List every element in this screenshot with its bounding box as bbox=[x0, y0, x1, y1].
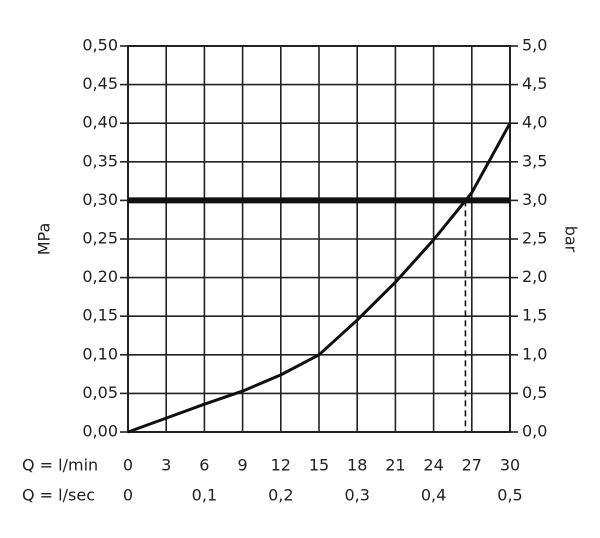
y-tick-label: 0,30 bbox=[82, 190, 118, 209]
x2-tick-label: 0 bbox=[123, 486, 133, 505]
x-tick-label: 21 bbox=[385, 456, 405, 475]
x2-tick-label: 0,5 bbox=[497, 486, 522, 505]
y2-tick-label: 4,5 bbox=[522, 74, 547, 93]
x-tick-label: 6 bbox=[199, 456, 209, 475]
x2-tick-label: 0,2 bbox=[268, 486, 293, 505]
x-tick-label: 27 bbox=[462, 456, 482, 475]
y-tick-label: 0,40 bbox=[82, 113, 118, 132]
x-tick-label: 24 bbox=[423, 456, 443, 475]
y-tick-label: 0,10 bbox=[82, 344, 118, 363]
y2-tick-label: 1,0 bbox=[522, 344, 547, 363]
y-tick-label: 0,50 bbox=[82, 36, 118, 55]
y2-tick-label: 2,5 bbox=[522, 229, 547, 248]
x2-tick-label: 0,3 bbox=[344, 486, 369, 505]
x-tick-label: 30 bbox=[500, 456, 520, 475]
y-tick-label: 0,45 bbox=[82, 74, 118, 93]
x-tick-label: 12 bbox=[271, 456, 291, 475]
y-tick-label: 0,15 bbox=[82, 306, 118, 325]
y2-tick-label: 1,5 bbox=[522, 306, 547, 325]
x2-tick-label: 0,1 bbox=[192, 486, 217, 505]
x-tick-label: 0 bbox=[123, 456, 133, 475]
y-tick-label: 0,20 bbox=[82, 267, 118, 286]
y2-tick-label: 0,5 bbox=[522, 383, 547, 402]
plot-frame bbox=[127, 45, 511, 433]
y-tick-label: 0,05 bbox=[82, 383, 118, 402]
y-tick-label: 0,35 bbox=[82, 151, 118, 170]
y2-tick-label: 2,0 bbox=[522, 267, 547, 286]
y2-axis-label: bar bbox=[562, 226, 581, 253]
x2-axis-label: Q = l/sec bbox=[22, 486, 95, 505]
y-axis-label: MPa bbox=[35, 223, 54, 256]
x2-tick-label: 0,4 bbox=[421, 486, 446, 505]
y2-tick-label: 4,0 bbox=[522, 113, 547, 132]
x-tick-label: 18 bbox=[347, 456, 367, 475]
x-tick-label: 15 bbox=[309, 456, 329, 475]
y2-tick-label: 5,0 bbox=[522, 36, 547, 55]
y2-tick-label: 3,5 bbox=[522, 151, 547, 170]
x-tick-label: 9 bbox=[238, 456, 248, 475]
x-axis-label: Q = l/min bbox=[22, 456, 98, 475]
y2-tick-label: 0,0 bbox=[522, 422, 547, 441]
y-tick-label: 0,25 bbox=[82, 229, 118, 248]
y-tick-label: 0,00 bbox=[82, 422, 118, 441]
x-tick-label: 3 bbox=[161, 456, 171, 475]
curve bbox=[127, 122, 512, 434]
y2-tick-label: 3,0 bbox=[522, 190, 547, 209]
